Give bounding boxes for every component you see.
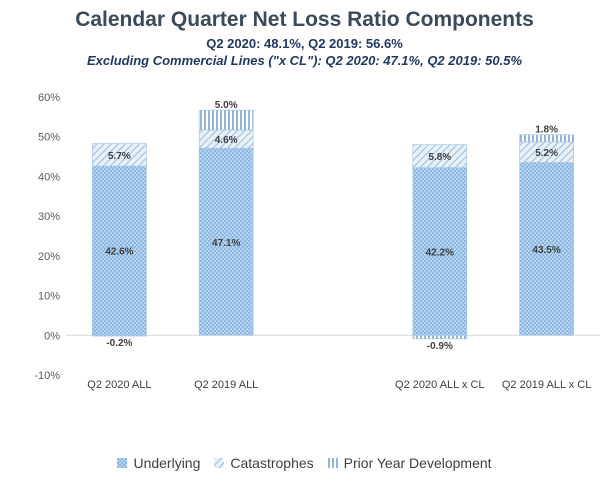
legend-swatch-underlying [117, 458, 128, 468]
bar-underlying [92, 165, 147, 336]
legend: Underlying Catastrophes Prior Year Devel… [0, 455, 609, 471]
bar-catastrophes [92, 143, 147, 167]
data-label-catastrophes: 5.2% [535, 148, 558, 159]
y-tick-label: 10% [38, 291, 60, 303]
legend-label-catastrophes: Catastrophes [230, 455, 314, 471]
bar-prior-year-development [412, 334, 468, 340]
chart-plot: -10%0%10%20%30%40%50%60% 42.6%5.7%-0.2%4… [34, 92, 600, 391]
legend-label-underlying: Underlying [133, 455, 201, 471]
bar-prior-year-development [519, 134, 574, 143]
legend-item-prior-year-development: Prior Year Development [327, 455, 492, 471]
y-tick-label: 60% [38, 92, 60, 104]
x-tick-label: Q2 2020 ALL x CL [395, 379, 485, 391]
y-tick-label: 50% [38, 132, 60, 144]
x-tick-label: Q2 2019 ALL x CL [502, 379, 592, 391]
legend-swatch-prior-year-development [327, 458, 338, 468]
legend-label-prior-year-development: Prior Year Development [343, 455, 492, 471]
y-axis: -10% 0% 10% 20% 30% 40% 50% 60% [34, 92, 600, 382]
x-tick-label: Q2 2020 ALL [87, 379, 151, 391]
chart-subtitle-excluding-cl: Excluding Commercial Lines ("x CL"): Q2 … [87, 53, 522, 68]
bar-catastrophes [412, 144, 468, 168]
y-tick-label: 0% [44, 330, 60, 342]
x-tick-label: Q2 2019 ALL [194, 379, 258, 391]
y-tick-label: 20% [38, 251, 60, 263]
data-label-underlying: 47.1% [212, 238, 240, 249]
legend-item-catastrophes: Catastrophes [214, 455, 314, 471]
bar-prior-year-development [92, 334, 147, 337]
legend-swatch-catastrophes [214, 458, 225, 468]
data-label-catastrophes: 4.6% [215, 135, 238, 146]
y-tick-label: -10% [34, 370, 60, 382]
bars: 42.6% 5.7% -0.2% 47.1% 4.6% 5.0% 42.2% 5.8% -0.9… [92, 100, 574, 352]
bar-prior-year-development [198, 109, 254, 131]
data-label-catastrophes: 5.8% [428, 152, 451, 163]
bar-underlying [519, 162, 574, 336]
y-tick-label: 30% [38, 211, 60, 223]
x-axis: Q2 2020 ALL Q2 2019 ALL Q2 2020 ALL x CL Q2… [87, 379, 591, 391]
data-label-catastrophes: 5.7% [108, 151, 131, 162]
data-label-prior-year-development: 5.0% [215, 100, 238, 111]
chart-title: Calendar Quarter Net Loss Ratio Componen… [75, 8, 534, 31]
legend-item-underlying: Underlying [117, 455, 200, 471]
data-label-prior-year-development: 1.8% [535, 125, 558, 136]
data-label-prior-year-development: -0.9% [427, 341, 453, 352]
chart-subtitle: Q2 2020: 48.1%, Q2 2019: 56.6% [206, 36, 403, 51]
data-label-prior-year-development: -0.2% [106, 338, 132, 349]
y-tick-label: 40% [38, 171, 60, 183]
data-label-underlying: 43.5% [532, 245, 560, 256]
data-label-underlying: 42.6% [105, 247, 133, 258]
data-label-underlying: 42.2% [426, 247, 454, 258]
